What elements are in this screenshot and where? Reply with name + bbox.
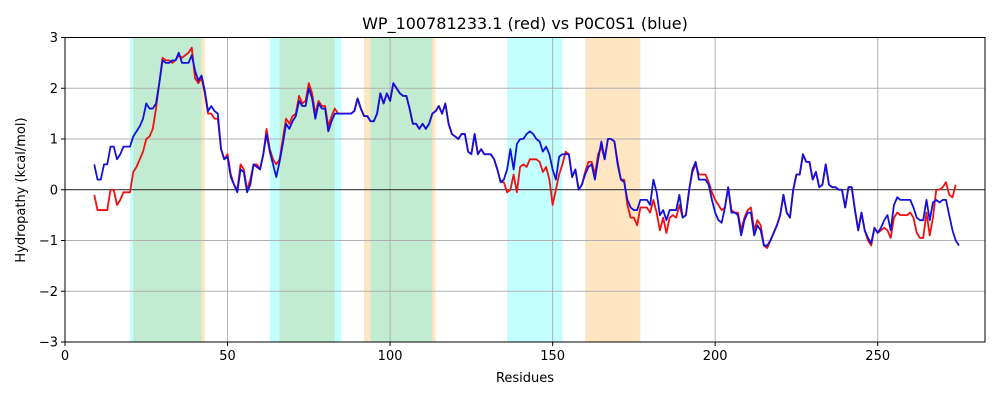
y-tick-label: −1 bbox=[39, 234, 58, 249]
series-line-blue bbox=[93, 51, 960, 247]
chart-title: WP_100781233.1 (red) vs P0C0S1 (blue) bbox=[362, 14, 688, 34]
y-tick-label: −3 bbox=[39, 336, 58, 351]
x-tick-label: 50 bbox=[219, 349, 236, 364]
x-tick-label: 150 bbox=[540, 349, 565, 364]
y-tick-label: 3 bbox=[50, 31, 58, 46]
x-tick-label: 0 bbox=[61, 349, 69, 364]
y-tick-label: 1 bbox=[50, 133, 58, 148]
x-tick-label: 200 bbox=[703, 349, 728, 364]
x-tick-label: 100 bbox=[378, 349, 403, 364]
y-tick-label: 0 bbox=[50, 183, 58, 198]
x-tick-label: 250 bbox=[865, 349, 890, 364]
axis-ticks: 0 50 100 150 200 250 −3 −2 −1 0 1 2 3 bbox=[39, 31, 890, 364]
x-axis-label: Residues bbox=[496, 371, 554, 386]
y-tick-label: 2 bbox=[50, 82, 58, 97]
y-axis-label: Hydropathy (kcal/mol) bbox=[14, 117, 29, 262]
y-tick-label: −2 bbox=[39, 285, 58, 300]
series-lines bbox=[93, 46, 960, 250]
